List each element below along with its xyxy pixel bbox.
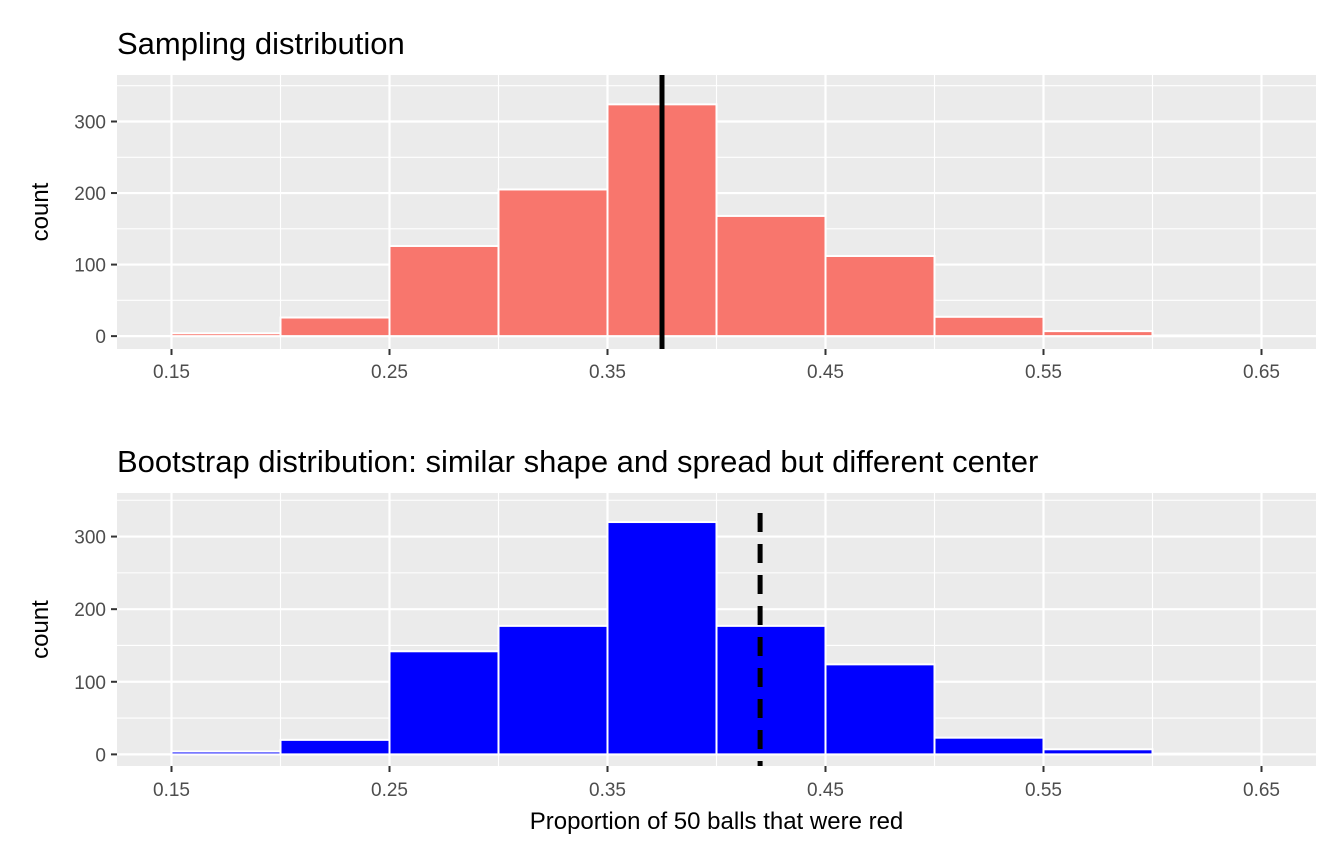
y-axis-title: count <box>27 182 54 241</box>
chart-panel-1: 0.15 0.25 0.35 0.45 0.55 0.65 0 100 200 300 Sampli… <box>27 26 1316 383</box>
x-tick-label: 0.35 <box>589 780 626 801</box>
x-axis-title: Proportion of 50 balls that were red <box>530 808 904 835</box>
histogram-bar <box>170 750 282 756</box>
histogram-bar <box>388 650 500 756</box>
y-tick-label: 100 <box>74 256 106 277</box>
y-tick-label: 300 <box>74 528 106 549</box>
x-tick-label: 0.45 <box>807 780 844 801</box>
x-tick-label: 0.55 <box>1025 362 1062 383</box>
histogram-bar <box>1151 752 1263 756</box>
y-tick-label: 100 <box>74 673 106 694</box>
histogram-bar <box>497 624 609 756</box>
histogram-bar <box>1042 748 1154 756</box>
histogram-bar <box>933 315 1045 338</box>
x-tick-label: 0.65 <box>1243 362 1280 383</box>
y-tick-label: 300 <box>74 113 106 134</box>
histogram-bar <box>606 521 718 756</box>
chart-title: Bootstrap distribution: similar shape an… <box>117 444 1038 479</box>
x-tick-label: 0.65 <box>1243 780 1280 801</box>
histogram-bar <box>388 244 500 338</box>
histogram-bar <box>1042 330 1154 338</box>
histogram-bar <box>170 332 282 338</box>
y-tick-label: 0 <box>95 745 106 766</box>
histogram-bar <box>824 663 936 756</box>
histogram-bar <box>1151 334 1263 338</box>
histogram-bar <box>715 214 827 338</box>
x-tick-label: 0.45 <box>807 362 844 383</box>
x-tick-label: 0.55 <box>1025 780 1062 801</box>
x-tick-label: 0.25 <box>371 362 408 383</box>
histogram-bar <box>715 624 827 756</box>
y-axis-title: count <box>27 600 54 659</box>
x-tick-label: 0.15 <box>153 780 190 801</box>
x-tick-label: 0.15 <box>153 362 190 383</box>
histogram-bar <box>824 254 936 338</box>
chart-panel-2: 0.15 0.25 0.35 0.45 0.55 0.65 0 100 200 300 Bootst… <box>27 444 1316 835</box>
y-tick-label: 200 <box>74 600 106 621</box>
histogram-bar <box>497 188 609 338</box>
x-tick-label: 0.35 <box>589 362 626 383</box>
x-tick-label: 0.25 <box>371 780 408 801</box>
histogram-bar <box>279 316 391 338</box>
y-tick-label: 0 <box>95 327 106 348</box>
chart-title: Sampling distribution <box>117 26 405 61</box>
histogram-bar <box>279 738 391 756</box>
histogram-bar <box>933 736 1045 756</box>
y-tick-label: 200 <box>74 184 106 205</box>
